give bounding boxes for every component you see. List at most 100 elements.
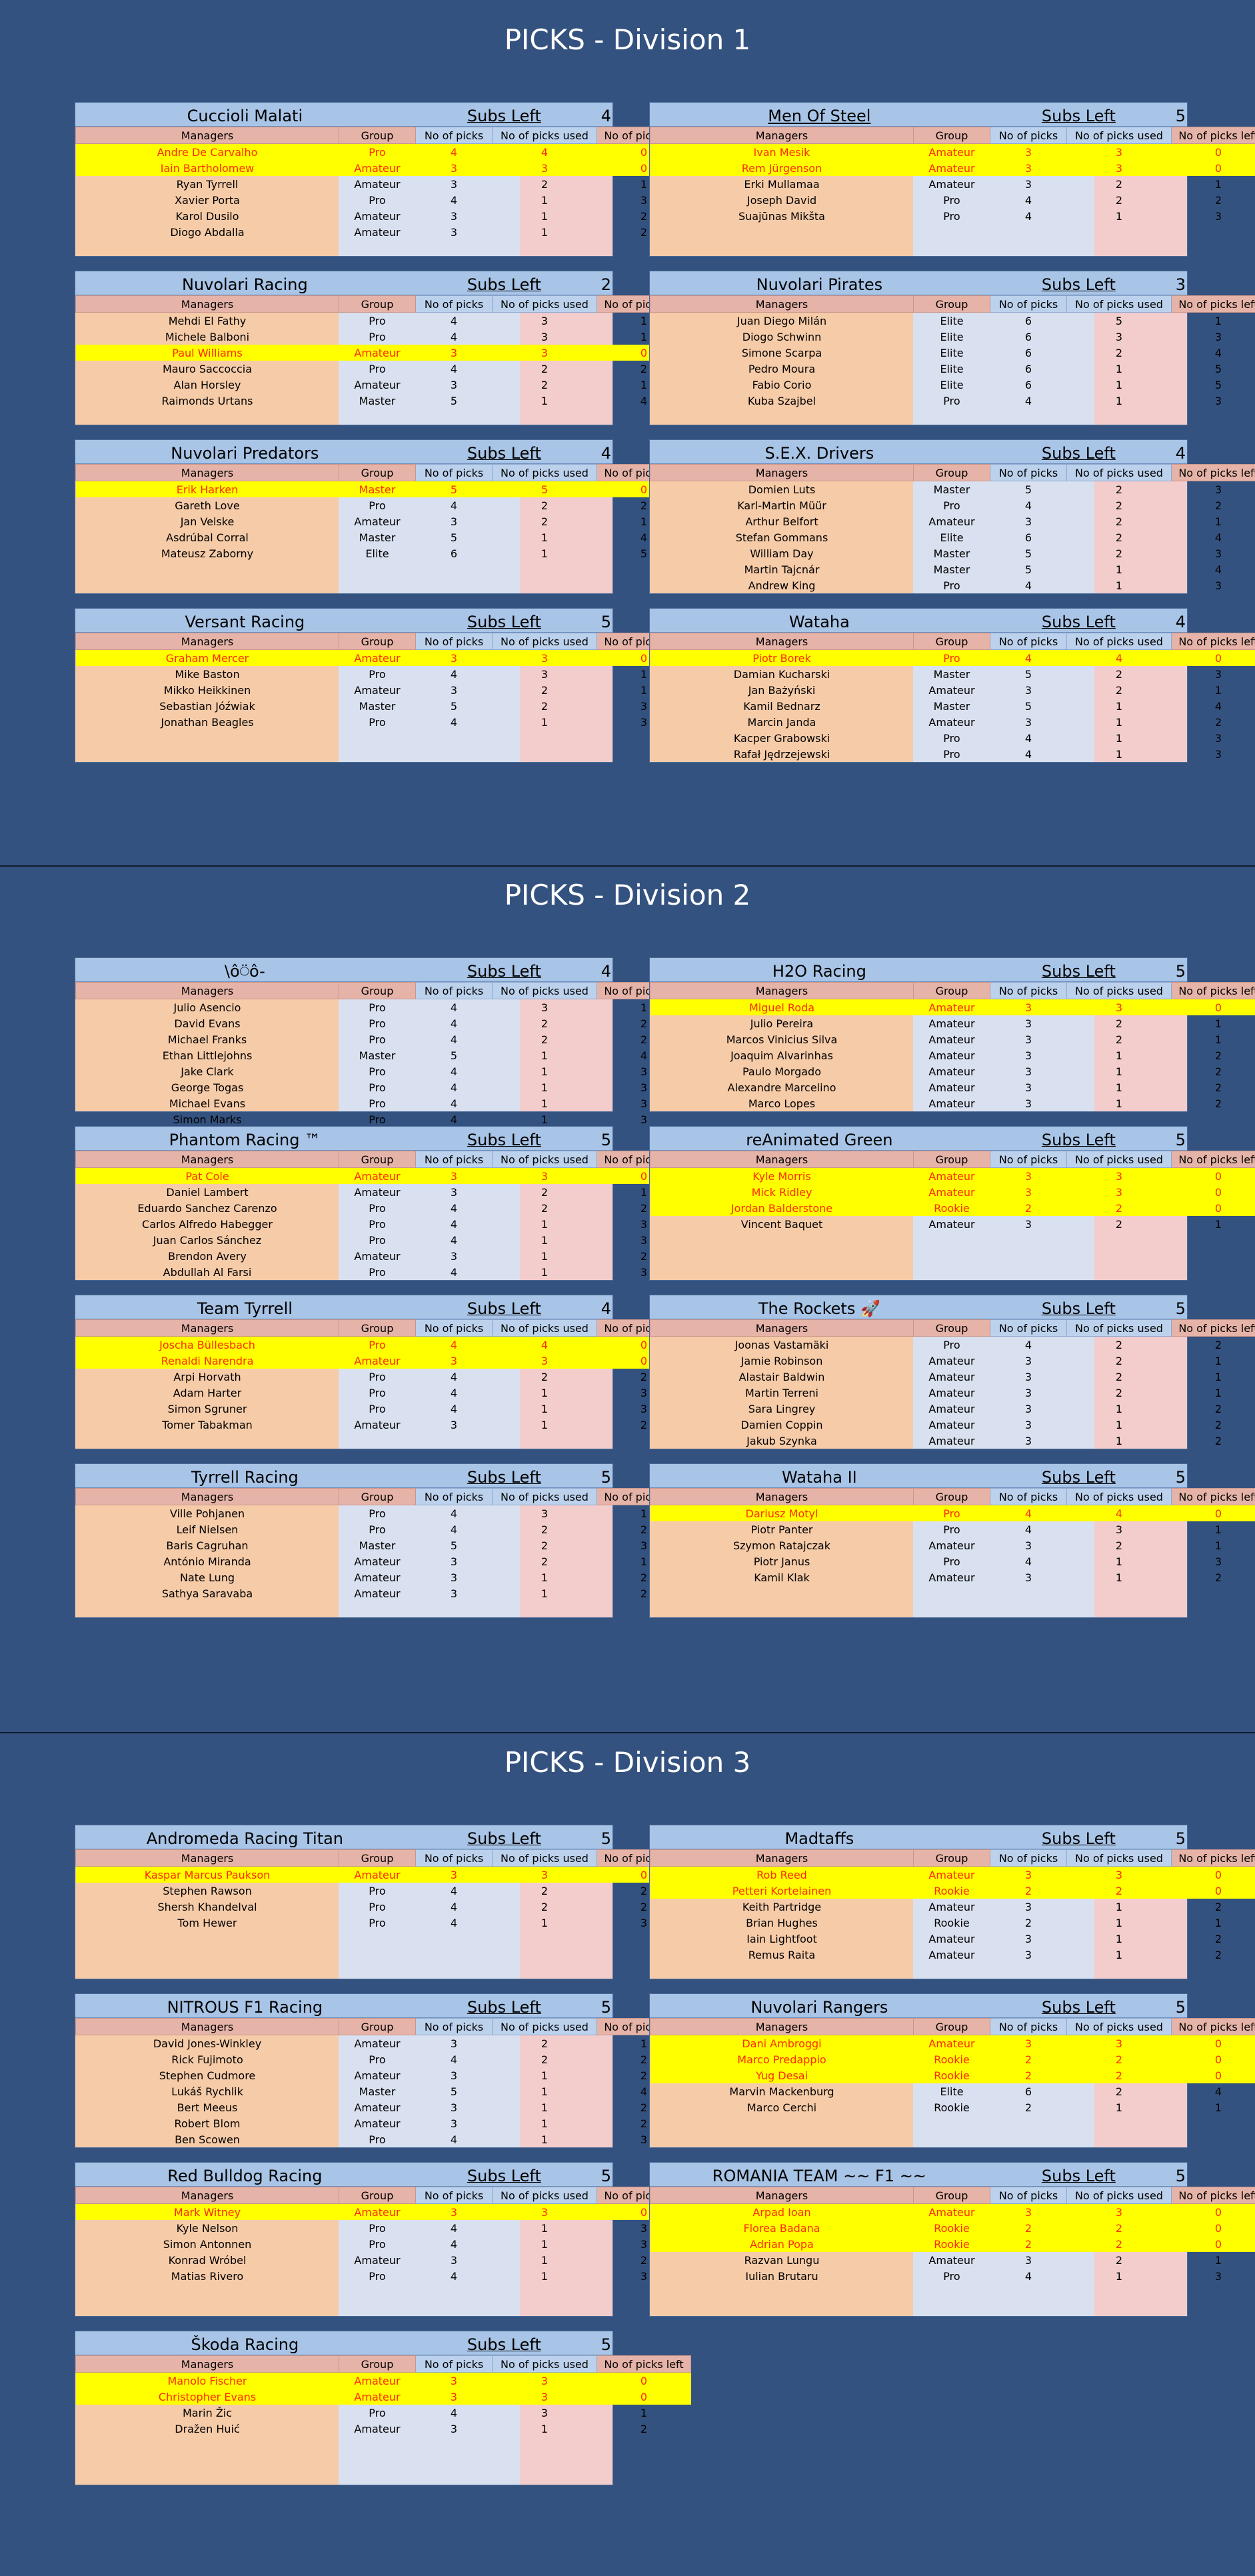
team-name-text: Škoda Racing <box>191 2335 299 2354</box>
col-header-picks-left: No of picks left <box>597 2356 691 2373</box>
manager-group: Amateur <box>339 2035 416 2052</box>
picks-left: 1 <box>1172 1521 1255 1537</box>
team-name-text: Wataha <box>789 613 850 631</box>
picks-count: 6 <box>990 377 1067 393</box>
picks-left: 5 <box>1172 377 1255 393</box>
picks-left: 1 <box>1172 1385 1255 1401</box>
picks-left: 4 <box>1172 2083 1255 2099</box>
team-name-text: Wataha II <box>782 1468 857 1487</box>
manager-name: Simon Sgruner <box>76 1401 339 1417</box>
picks-used: 1 <box>493 2421 597 2437</box>
subs-left-label: Subs Left <box>415 444 594 463</box>
subs-left-value: 5 <box>1168 1131 1187 1150</box>
manager-group: Pro <box>339 329 416 345</box>
picks-used: 3 <box>493 666 597 682</box>
manager-group: Pro <box>339 2405 416 2421</box>
col-header-managers: Managers <box>76 2187 339 2204</box>
col-header-group: Group <box>914 1320 990 1337</box>
picks-count: 6 <box>990 329 1067 345</box>
manager-name: Dariusz Motyl <box>650 1505 914 1522</box>
manager-group: Amateur <box>339 377 416 393</box>
picks-left: 3 <box>1172 2268 1255 2284</box>
subs-left-label: Subs Left <box>415 1131 594 1150</box>
picks-used: 1 <box>493 1264 597 1280</box>
team-name-text: reAnimated Green <box>746 1131 892 1149</box>
manager-group: Amateur <box>914 1216 990 1232</box>
picks-used: 5 <box>1067 313 1172 329</box>
manager-name: Mehdi El Fathy <box>76 313 339 329</box>
picks-count: 4 <box>416 999 493 1016</box>
picks-used: 3 <box>1067 329 1172 345</box>
manager-name: Juan Diego Milán <box>650 313 914 329</box>
picks-used: 3 <box>493 1505 597 1522</box>
picks-left: 3 <box>1172 666 1255 682</box>
subs-left-label: Subs Left <box>989 1829 1168 1849</box>
col-header-group: Group <box>914 983 990 999</box>
subs-left-value: 4 <box>1168 444 1187 463</box>
picks-used: 1 <box>1067 561 1172 577</box>
picks-left: 1 <box>1172 176 1255 192</box>
col-header-managers: Managers <box>76 1151 339 1168</box>
subs-left-value: 5 <box>594 2167 613 2186</box>
picks-used: 2 <box>1067 1337 1172 1353</box>
manager-name: Graham Mercer <box>76 650 339 667</box>
manager-name: Remus Raita <box>650 1947 914 1963</box>
picks-used: 1 <box>493 393 597 409</box>
picks-used: 2 <box>1067 2252 1172 2268</box>
manager-name: Raimonds Urtans <box>76 393 339 409</box>
picks-count: 3 <box>990 2035 1067 2052</box>
manager-group: Amateur <box>914 1537 990 1553</box>
manager-group: Pro <box>339 1883 416 1899</box>
picks-used: 2 <box>1067 1015 1172 1031</box>
picks-count: 3 <box>416 650 493 667</box>
manager-group: Amateur <box>339 160 416 176</box>
manager-name: Marcos Vinicius Silva <box>650 1031 914 1047</box>
manager-name: Brian Hughes <box>650 1915 914 1931</box>
manager-group: Pro <box>339 1200 416 1216</box>
manager-group: Elite <box>914 345 990 361</box>
subs-left-value: 5 <box>1168 1299 1187 1319</box>
picks-used: 2 <box>1067 666 1172 682</box>
col-header-managers: Managers <box>76 2019 339 2035</box>
manager-group: Amateur <box>339 1417 416 1433</box>
picks-used: 2 <box>493 698 597 714</box>
manager-group: Pro <box>339 192 416 208</box>
manager-name: Razvan Lungu <box>650 2252 914 2268</box>
col-header-picks-used: No of picks used <box>1067 1850 1172 1867</box>
manager-name: Simon Antonnen <box>76 2236 339 2252</box>
manager-group: Pro <box>914 192 990 208</box>
manager-name: Eduardo Sanchez Carenzo <box>76 1200 339 1216</box>
picks-left: 2 <box>1172 1337 1255 1353</box>
col-header-picks: No of picks <box>416 1489 493 1505</box>
picks-count: 3 <box>990 1216 1067 1232</box>
manager-group: Amateur <box>339 1867 416 1883</box>
picks-count: 3 <box>990 999 1067 1016</box>
manager-name: Mike Baston <box>76 666 339 682</box>
manager-group: Master <box>914 666 990 682</box>
picks-used: 1 <box>1067 730 1172 746</box>
subs-left-value: 4 <box>594 444 613 463</box>
team-name-text: Tyrrell Racing <box>191 1468 299 1487</box>
manager-name: Ryan Tyrrell <box>76 176 339 192</box>
col-header-managers: Managers <box>76 127 339 144</box>
manager-group: Amateur <box>914 176 990 192</box>
picks-count: 4 <box>416 1031 493 1047</box>
picks-left: 1 <box>1172 513 1255 529</box>
picks-used: 4 <box>493 1337 597 1353</box>
picks-left: 1 <box>1172 1031 1255 1047</box>
